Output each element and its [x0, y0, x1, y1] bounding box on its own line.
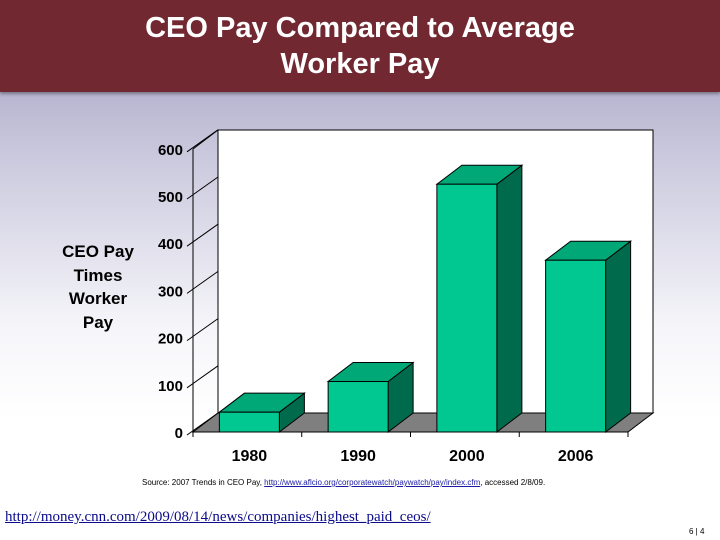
y-tick-mark	[186, 318, 219, 342]
y-tick-mark	[186, 129, 219, 153]
y-axis-label: CEO Pay Times Worker Pay	[62, 242, 134, 332]
bar-2000	[435, 164, 524, 434]
y-axis-ticks: 0 100 200 300 400 500 600	[158, 129, 219, 442]
x-axis-ticks: 1980 1990 2000 2006	[192, 432, 629, 465]
x-tick-label: 1980	[232, 448, 268, 465]
bar-side	[605, 240, 632, 434]
cnn-article-link[interactable]: http://money.cnn.com/2009/08/14/news/com…	[5, 509, 431, 525]
bar-side	[496, 164, 523, 434]
bar-2006	[544, 240, 633, 434]
source-link[interactable]: http://www.aflcio.org/corporatewatch/pay…	[264, 478, 481, 487]
source-note: Source: 2007 Trends in CEO Pay, http://w…	[142, 478, 702, 487]
bar-1980	[217, 392, 306, 434]
y-tick-label: 500	[158, 189, 183, 206]
page-number: 6 | 4	[689, 527, 705, 536]
x-tick-label: 2006	[558, 448, 594, 465]
bar-front	[545, 259, 607, 433]
x-tick-label: 1990	[340, 448, 376, 465]
y-tick-mark	[186, 270, 219, 294]
bar-front	[218, 411, 280, 433]
bar-front	[436, 183, 498, 433]
bar-1990	[326, 361, 415, 434]
x-tick-label: 2000	[449, 448, 485, 465]
y-tick-label: 400	[158, 236, 183, 253]
title-bar: CEO Pay Compared to Average Worker Pay	[0, 0, 720, 92]
y-tick-mark	[186, 223, 219, 247]
bars	[217, 164, 633, 434]
y-tick-label: 300	[158, 283, 183, 300]
page-title: CEO Pay Compared to Average Worker Pay	[145, 12, 575, 80]
y-tick-mark	[186, 412, 219, 436]
y-tick-label: 200	[158, 331, 183, 348]
y-tick-mark	[186, 176, 219, 200]
y-tick-mark	[186, 365, 219, 389]
y-tick-label: 0	[175, 425, 183, 442]
bar-front	[327, 380, 389, 433]
source-suffix: , accessed 2/8/09.	[480, 478, 546, 487]
y-tick-label: 600	[158, 142, 183, 159]
y-tick-label: 100	[158, 378, 183, 395]
source-prefix: Source: 2007 Trends in CEO Pay,	[142, 478, 265, 487]
